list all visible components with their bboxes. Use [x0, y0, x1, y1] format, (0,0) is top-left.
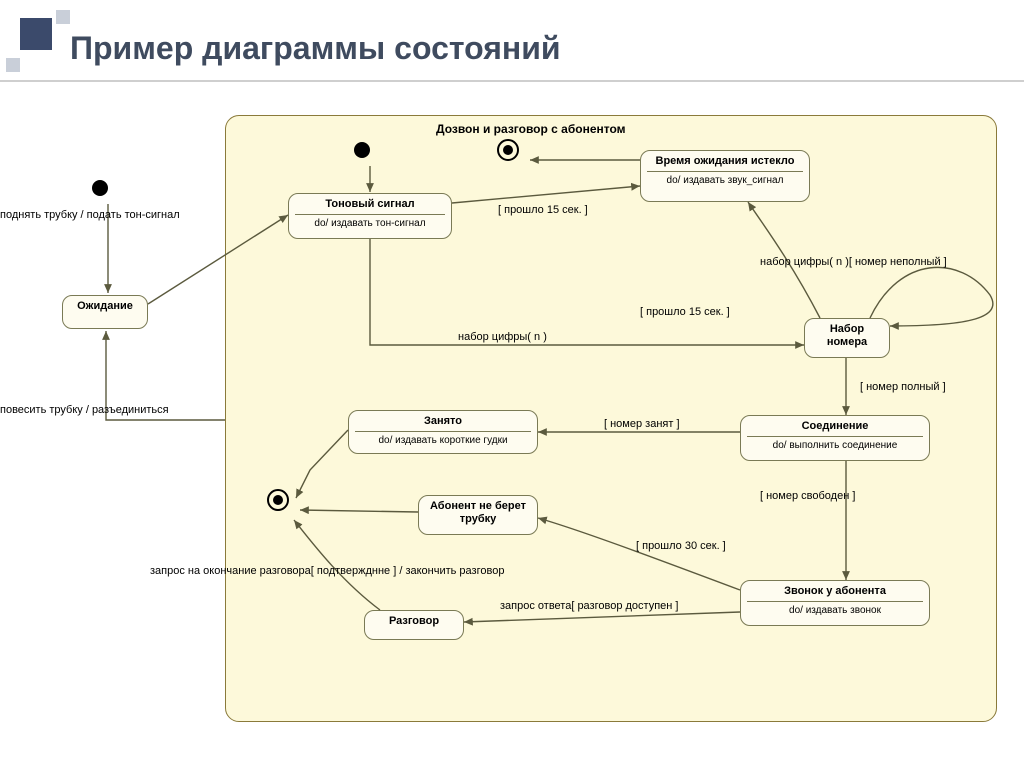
edge-label: запрос на окончание разговора[ подтвержд… — [150, 565, 504, 577]
edge-label: поднять трубку / подать тон-сигнал — [0, 209, 180, 221]
composite-title: Дозвон и разговор с абонентом — [436, 122, 626, 136]
edge-label: [ прошло 15 сек. ] — [498, 204, 588, 216]
state-label: Разговор — [371, 615, 457, 628]
state-label: Соединение — [747, 420, 923, 433]
state-tone: Тоновый сигнал do/ издавать тон-сигнал — [288, 193, 452, 239]
edge-label: повесить трубку / разъединиться — [0, 404, 169, 416]
state-label: Время ожидания истекло — [647, 155, 803, 168]
state-label: Ожидание — [69, 300, 141, 313]
accent-square — [20, 18, 52, 50]
state-do: do/ издавать тон-сигнал — [295, 218, 445, 229]
light-square-2 — [6, 58, 20, 72]
state-label: Тоновый сигнал — [295, 198, 445, 211]
edge-label: набор цифры( n )[ номер неполный ] — [760, 256, 947, 268]
light-square-1 — [56, 10, 70, 24]
state-ring: Звонок у абонента do/ издавать звонок — [740, 580, 930, 626]
state-do: do/ издавать звонок — [747, 605, 923, 616]
state-label: Набор номера — [811, 323, 883, 348]
edge-label: [ прошло 15 сек. ] — [640, 306, 730, 318]
state-waiting: Ожидание — [62, 295, 148, 329]
title-rule — [0, 80, 1024, 82]
state-do: do/ издавать короткие гудки — [355, 435, 531, 446]
initial-pseudostate-outer — [92, 180, 108, 196]
state-do: do/ выполнить соединение — [747, 440, 923, 451]
state-connect: Соединение do/ выполнить соединение — [740, 415, 930, 461]
state-label: Абонент не берет трубку — [425, 500, 531, 525]
state-dial: Набор номера — [804, 318, 890, 358]
slide: { "title": "Пример диаграммы состояний",… — [0, 0, 1024, 767]
state-noanswer: Абонент не берет трубку — [418, 495, 538, 535]
final-pseudostate-2 — [267, 489, 289, 511]
edge-label: [ номер свободен ] — [760, 490, 855, 502]
state-timeout: Время ожидания истекло do/ издавать звук… — [640, 150, 810, 202]
state-talk: Разговор — [364, 610, 464, 640]
state-do: do/ издавать звук_сигнал — [647, 175, 803, 186]
edge-label: [ прошло 30 сек. ] — [636, 540, 726, 552]
final-pseudostate-1 — [497, 139, 519, 161]
initial-pseudostate-inner — [354, 142, 370, 158]
state-busy: Занято do/ издавать короткие гудки — [348, 410, 538, 454]
edge-label: [ номер полный ] — [860, 381, 946, 393]
state-label: Звонок у абонента — [747, 585, 923, 598]
edge-label: [ номер занят ] — [604, 418, 680, 430]
state-label: Занято — [355, 415, 531, 428]
edge-label: запрос ответа[ разговор доступен ] — [500, 600, 678, 612]
page-title: Пример диаграммы состояний — [70, 30, 561, 67]
edge-label: набор цифры( n ) — [458, 331, 547, 343]
